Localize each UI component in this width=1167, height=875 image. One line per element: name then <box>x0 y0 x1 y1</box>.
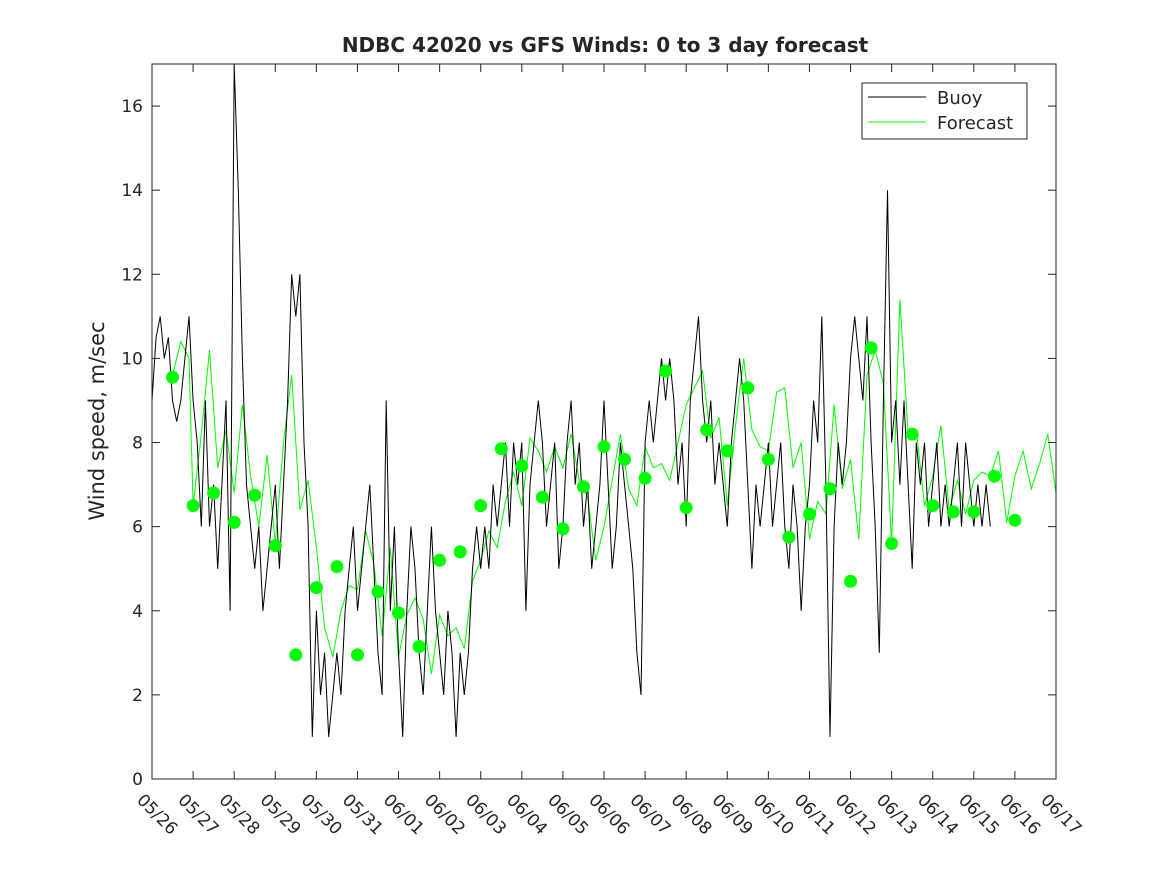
forecast-point <box>268 539 282 553</box>
forecast-point <box>823 482 837 496</box>
y-tick-label: 6 <box>132 518 143 538</box>
x-tick-label: 06/08 <box>667 790 716 839</box>
forecast-point <box>905 427 919 441</box>
forecast-point <box>987 469 1001 483</box>
x-tick-label: 05/30 <box>297 790 346 839</box>
forecast-point <box>967 505 981 519</box>
forecast-series-line <box>172 299 1057 674</box>
x-tick-label: 06/04 <box>502 790 551 839</box>
x-tick-label: 06/02 <box>420 790 469 839</box>
forecast-point <box>227 515 241 529</box>
x-tick-label: 06/05 <box>543 790 592 839</box>
forecast-point <box>700 423 714 437</box>
forecast-point <box>371 585 385 599</box>
legend-buoy-label: Buoy <box>937 88 983 109</box>
forecast-point <box>186 499 200 513</box>
plot-area <box>151 63 1057 737</box>
y-tick-label: 4 <box>132 602 143 622</box>
x-tick-label: 06/17 <box>1036 790 1085 839</box>
y-tick-label: 12 <box>121 265 143 285</box>
forecast-point <box>494 442 508 456</box>
forecast-point <box>248 488 262 502</box>
forecast-point <box>1008 513 1022 527</box>
axes-frame <box>151 63 1057 780</box>
x-tick-label: 06/13 <box>872 790 921 839</box>
forecast-point <box>659 364 673 378</box>
forecast-point <box>885 537 899 550</box>
x-tick-label: 06/10 <box>749 790 798 839</box>
legend: Buoy Forecast <box>861 82 1028 140</box>
forecast-point <box>638 471 652 485</box>
x-tick-label: 05/26 <box>132 790 181 839</box>
y-tick-label: 10 <box>121 349 143 369</box>
forecast-point <box>309 581 323 595</box>
forecast-point <box>946 505 960 519</box>
forecast-point <box>535 490 549 504</box>
forecast-point <box>412 640 426 653</box>
forecast-point <box>515 459 529 473</box>
y-tick-label: 14 <box>121 181 143 201</box>
y-axis-label: Wind speed, m/sec <box>85 321 109 520</box>
x-tick-label: 06/14 <box>913 790 962 839</box>
forecast-point <box>720 444 734 458</box>
buoy-series-line <box>151 63 991 737</box>
forecast-point <box>926 499 940 513</box>
x-tick-label: 06/16 <box>995 790 1044 839</box>
y-tick-label: 16 <box>121 97 143 117</box>
forecast-point <box>782 530 796 544</box>
forecast-point <box>761 452 775 466</box>
legend-box <box>861 82 1028 140</box>
forecast-point <box>864 341 878 355</box>
forecast-point <box>597 440 611 454</box>
forecast-point <box>474 499 488 513</box>
forecast-point <box>392 606 405 620</box>
x-tick-label: 06/01 <box>379 790 428 839</box>
y-tick-label: 8 <box>132 434 143 454</box>
forecast-point <box>207 486 221 500</box>
forecast-point <box>433 553 447 567</box>
forecast-point <box>556 522 570 536</box>
forecast-point <box>289 648 303 662</box>
x-tick-label: 06/12 <box>831 790 880 839</box>
x-tick-label: 05/31 <box>338 790 387 839</box>
forecast-point <box>330 560 344 574</box>
x-tick-label: 06/07 <box>626 790 675 839</box>
forecast-point <box>618 452 631 466</box>
x-tick-label: 05/29 <box>256 790 305 839</box>
forecast-point <box>679 501 693 515</box>
forecast-point <box>577 480 590 494</box>
x-tick-label: 06/15 <box>954 790 1003 839</box>
x-tick-label: 06/09 <box>708 790 757 839</box>
forecast-point <box>351 648 364 662</box>
x-tick-label: 05/27 <box>174 790 223 839</box>
forecast-point <box>803 507 816 521</box>
x-tick-label: 06/03 <box>461 790 510 839</box>
forecast-point <box>453 545 467 559</box>
forecast-point <box>844 574 857 588</box>
legend-forecast-label: Forecast <box>937 113 1013 134</box>
forecast-point <box>166 370 179 384</box>
x-tick-label: 06/11 <box>790 790 839 839</box>
x-tick-label: 05/28 <box>215 790 264 839</box>
y-tick-label: 2 <box>132 686 143 706</box>
x-tick-label: 06/06 <box>584 790 633 839</box>
forecast-point <box>741 381 755 395</box>
y-tick-label: 0 <box>132 770 143 790</box>
chart-title: NDBC 42020 vs GFS Winds: 0 to 3 day fore… <box>342 33 869 57</box>
